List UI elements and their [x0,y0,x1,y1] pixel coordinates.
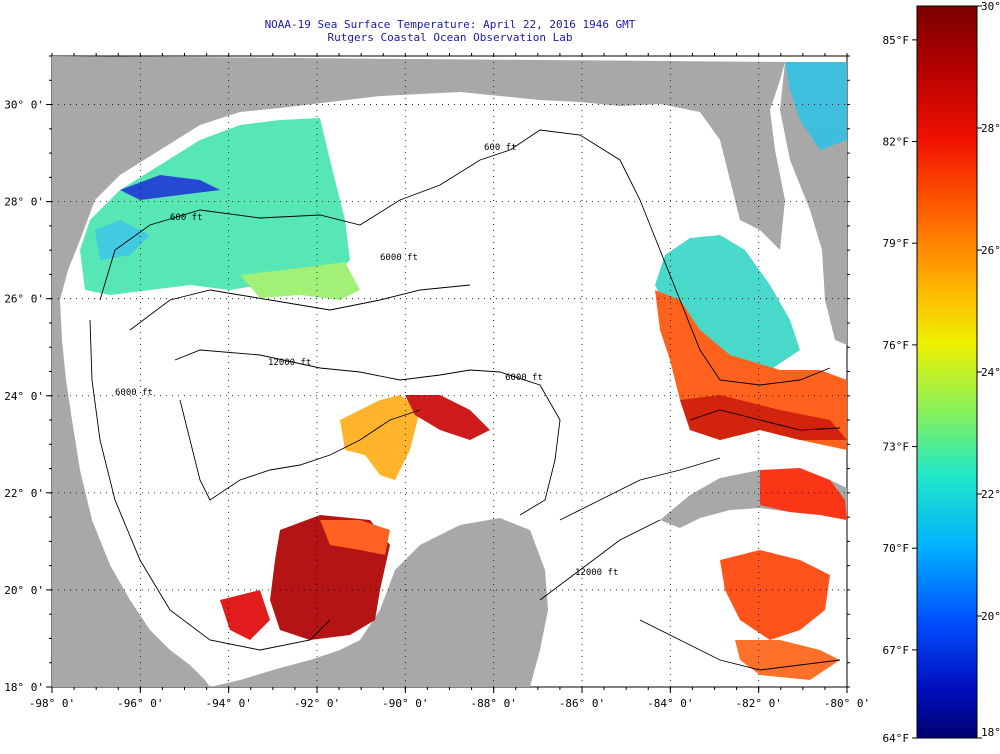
contour-labels: 600 ft 600 ft 6000 ft 12000 ft 6000 ft 6… [115,143,618,578]
depth-contours [89,129,841,671]
colorbar-gradient [916,5,978,739]
lon-tick-label: -80° 0' [824,697,870,710]
contour-label: 12000 ft [575,568,618,578]
fahrenheit-tick-label: 79°F [883,237,910,250]
lat-tick-label: 22° 0' [4,487,44,500]
lon-tick-label: -94° 0' [205,697,251,710]
contour-label: 6000 ft [115,388,153,398]
contour-label: 6000 ft [505,373,543,383]
land-yucatan [210,518,548,687]
map-title: NOAA-19 Sea Surface Temperature: April 2… [264,18,636,31]
lon-tick-label: -96° 0' [117,697,163,710]
fahrenheit-tick-label: 64°F [883,732,910,745]
lat-tick-label: 26° 0' [4,293,44,306]
lat-tick-label: 24° 0' [4,390,44,403]
lat-tick-label: 18° 0' [4,681,44,694]
colorbar: 30°C 28°C 26°C 24°C 22°C 20°C 18°C 85°F 82°F 79°F… [883,0,1000,745]
contour-label: 600 ft [484,143,517,153]
map-axes: -98° 0' -96° 0' -94° 0' -92° 0' -90° 0' -88° … [4,53,870,710]
lat-tick-label: 30° 0' [4,99,44,112]
celsius-tick-label: 30°C [981,0,1000,13]
contour-label: 6000 ft [380,253,418,263]
celsius-tick-label: 28°C [981,122,1000,135]
lat-tick-label: 20° 0' [4,584,44,597]
contour-label: 600 ft [170,213,203,223]
fahrenheit-tick-label: 82°F [883,136,910,149]
celsius-tick-label: 24°C [981,366,1000,379]
fahrenheit-tick-label: 67°F [883,644,910,657]
fahrenheit-tick-label: 76°F [883,339,910,352]
fahrenheit-tick-label: 85°F [883,34,910,47]
lat-tick-label: 28° 0' [4,196,44,209]
lon-tick-label: -92° 0' [294,697,340,710]
celsius-tick-label: 18°C [981,726,1000,739]
celsius-tick-label: 20°C [981,610,1000,623]
lon-tick-label: -90° 0' [382,697,428,710]
lon-tick-label: -88° 0' [470,697,516,710]
graticule [52,56,847,687]
land-us-gulf-coast [52,56,847,345]
sst-data [80,62,847,680]
lon-tick-label: -98° 0' [29,697,75,710]
colorbar-ticks: 30°C 28°C 26°C 24°C 22°C 20°C 18°C 85°F 82°F 79°F… [883,0,1000,745]
lon-tick-label: -86° 0' [559,697,605,710]
lon-tick-label: -84° 0' [647,697,693,710]
fahrenheit-tick-label: 73°F [883,441,910,454]
celsius-tick-label: 26°C [981,244,1000,257]
land-mexico-west [52,300,210,687]
celsius-tick-label: 22°C [981,488,1000,501]
map-subtitle: Rutgers Coastal Ocean Observation Lab [327,31,573,44]
contour-label: 12000 ft [268,358,311,368]
lon-tick-label: -82° 0' [735,697,781,710]
fahrenheit-tick-label: 70°F [883,542,910,555]
